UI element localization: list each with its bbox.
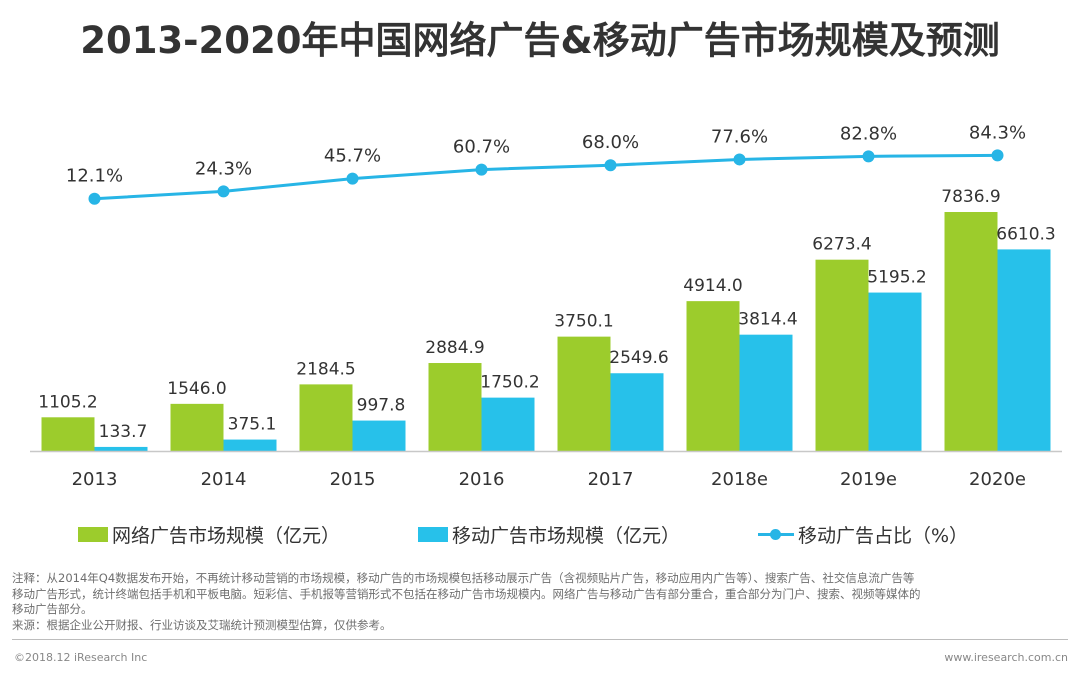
mobile-share-point-2017 <box>604 159 617 172</box>
legend-item-mobile-share: 移动广告占比（%） <box>758 519 968 549</box>
mobile-share-label-2015: 45.7% <box>324 146 381 167</box>
x-tick-2019e: 2019e <box>840 469 897 490</box>
label-online-ads-2016: 2884.9 <box>425 338 484 358</box>
x-tick-2013: 2013 <box>72 469 118 490</box>
legend-label-online-ads: 网络广告市场规模（亿元） <box>112 524 341 547</box>
bar-online-ads-2016 <box>428 363 482 451</box>
bar-online-ads-2020e <box>944 212 998 451</box>
label-mobile-ads-2016: 1750.2 <box>480 373 539 393</box>
bar-online-ads-2017 <box>557 336 611 451</box>
bar-online-ads-2018e <box>686 301 740 451</box>
label-online-ads-2018e: 4914.0 <box>683 276 742 296</box>
note-line-1: 注释：从2014年Q4数据发布开始，不再统计移动营销的市场规模，移动广告的市场规… <box>12 571 915 585</box>
mobile-share-line <box>94 153 998 201</box>
label-mobile-ads-2014: 375.1 <box>228 415 277 435</box>
x-tick-2014: 2014 <box>201 469 247 490</box>
chart-title: 2013-2020年中国网络广告&移动广告市场规模及预测 <box>80 19 1000 62</box>
label-mobile-ads-2013: 133.7 <box>99 422 148 442</box>
bar-mobile-ads-2019e <box>868 292 922 451</box>
mobile-share-point-2013 <box>88 192 101 205</box>
mobile-share-label-2020e: 84.3% <box>969 122 1026 143</box>
mobile-share-label-2013: 12.1% <box>66 166 123 187</box>
website: www.iresearch.com.cn <box>944 651 1068 664</box>
legend-swatch-mobile-ads <box>418 526 448 542</box>
copyright: ©2018.12 iResearch Inc <box>14 651 148 664</box>
label-online-ads-2019e: 6273.4 <box>812 235 871 255</box>
bar-mobile-ads-2018e <box>739 334 793 451</box>
notes: 注释：从2014年Q4数据发布开始，不再统计移动营销的市场规模，移动广告的市场规… <box>12 571 1068 633</box>
label-mobile-ads-2015: 997.8 <box>357 396 406 416</box>
bar-mobile-ads-2014 <box>223 439 277 451</box>
legend-label-mobile-ads: 移动广告市场规模（亿元） <box>452 524 681 547</box>
legend-item-online-ads: 网络广告市场规模（亿元） <box>78 519 340 549</box>
bar-mobile-ads-2020e <box>997 249 1051 451</box>
note-line-2: 移动广告形式，统计终端包括手机和平板电脑。短彩信、手机报等营销形式不包括在移动广… <box>12 586 921 601</box>
label-online-ads-2014: 1546.0 <box>167 379 226 399</box>
x-tick-2017: 2017 <box>588 469 634 490</box>
bar-online-ads-2015 <box>299 384 353 451</box>
legend-item-mobile-ads: 移动广告市场规模（亿元） <box>418 519 680 549</box>
mobile-share-point-2018e <box>733 153 746 166</box>
label-mobile-ads-2018e: 3814.4 <box>738 310 797 330</box>
label-online-ads-2017: 3750.1 <box>554 312 613 332</box>
mobile-share-point-2014 <box>217 185 230 198</box>
footer-divider <box>12 639 1068 640</box>
mobile-share-label-2018e: 77.6% <box>711 126 768 147</box>
x-tick-2018e: 2018e <box>711 469 768 490</box>
mobile-share-point-2015 <box>346 172 359 185</box>
x-tick-2016: 2016 <box>459 469 505 490</box>
label-mobile-ads-2017: 2549.6 <box>609 348 668 368</box>
mobile-share-point-2016 <box>475 163 488 176</box>
legend-label-mobile-share: 移动广告占比（%） <box>798 524 969 547</box>
bar-mobile-ads-2017 <box>610 373 664 451</box>
label-online-ads-2013: 1105.2 <box>38 392 97 412</box>
mobile-share-label-2014: 24.3% <box>195 158 252 179</box>
bar-online-ads-2014 <box>170 403 224 451</box>
mobile-share-point-2020e <box>991 149 1004 162</box>
bar-mobile-ads-2015 <box>352 420 406 451</box>
bar-mobile-ads-2013 <box>94 446 148 451</box>
label-online-ads-2015: 2184.5 <box>296 359 355 379</box>
mobile-share-label-2019e: 82.8% <box>840 123 897 144</box>
mobile-share-point-2019e <box>862 150 875 163</box>
mobile-share-label-2017: 68.0% <box>582 132 639 153</box>
label-online-ads-2020e: 7836.9 <box>941 187 1000 207</box>
bar-mobile-ads-2016 <box>481 397 535 451</box>
bar-online-ads-2019e <box>815 259 869 451</box>
label-mobile-ads-2020e: 6610.3 <box>996 224 1055 244</box>
note-line-3: 移动广告部分。 <box>12 602 93 616</box>
mobile-share-label-2016: 60.7% <box>453 137 510 158</box>
bar-online-ads-2013 <box>41 417 95 451</box>
source-line: 来源：根据企业公开财报、行业访谈及艾瑞统计预测模型估算，仅供参考。 <box>12 617 392 632</box>
legend: 网络广告市场规模（亿元） 移动广告市场规模（亿元） 移动广告占比（%） <box>0 519 1080 549</box>
label-mobile-ads-2019e: 5195.2 <box>867 268 926 288</box>
x-tick-2020e: 2020e <box>969 469 1026 490</box>
legend-swatch-online-ads <box>78 526 108 542</box>
legend-swatch-mobile-share <box>758 527 794 542</box>
x-tick-2015: 2015 <box>330 469 376 490</box>
